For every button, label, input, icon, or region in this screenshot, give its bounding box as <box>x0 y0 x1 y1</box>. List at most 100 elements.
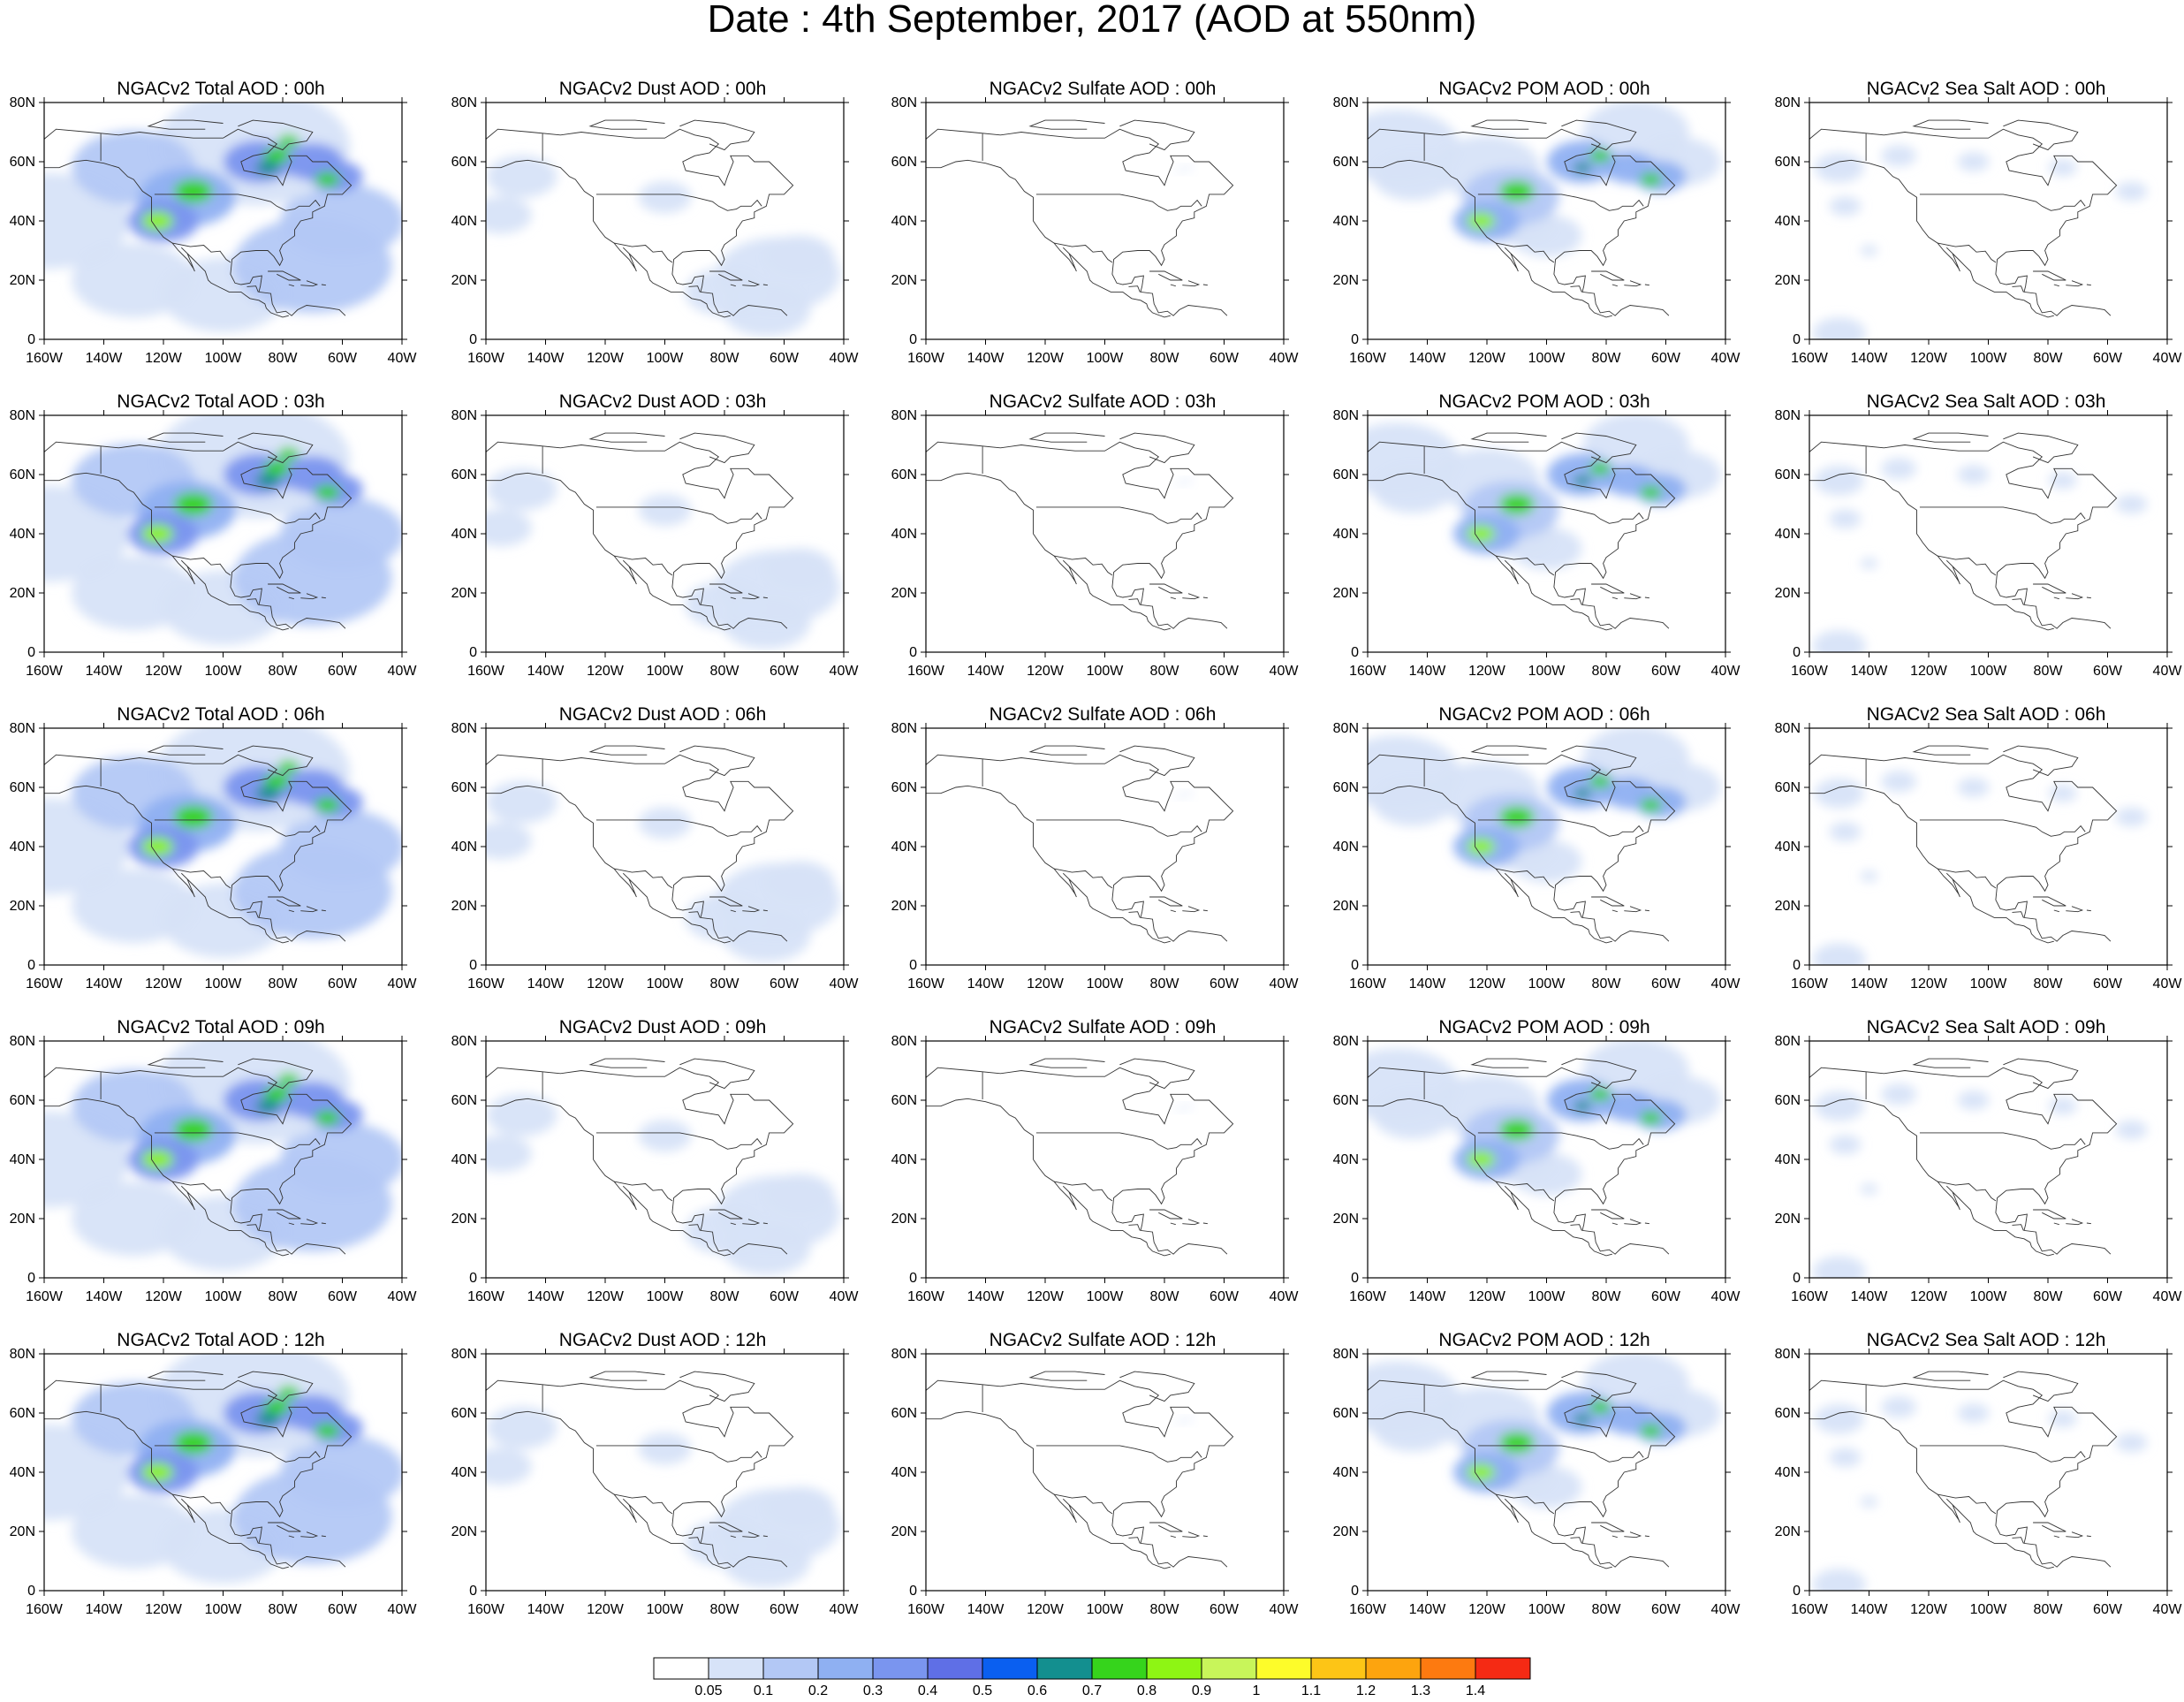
lat-tick-label: 60N <box>451 467 477 482</box>
aod-blob <box>2048 1410 2077 1428</box>
lon-tick-label: 40W <box>1711 1602 1741 1617</box>
lat-tick-label: 60N <box>10 1093 35 1108</box>
colorbar-swatch <box>817 1657 874 1680</box>
lon-tick-label: 100W <box>1970 1602 2008 1617</box>
coastline <box>486 745 794 944</box>
aod-blob <box>1175 1419 1183 1425</box>
panel-title: NGACv2 Sulfate AOD : 03h <box>989 391 1217 412</box>
lat-tick-label: 0 <box>1351 332 1359 347</box>
map-plot: 0 20N 40N 60N 80N 160W 140W 120W 100W 80W 60W 40W <box>10 408 418 679</box>
map-panel-pom-00h: NGACv2 POM AOD : 00h 0 20N 40N 60N 80N 160W 140… <box>1323 76 1765 389</box>
coastline <box>486 1371 794 1569</box>
aod-blob <box>315 797 340 813</box>
aod-blob <box>255 473 281 489</box>
lat-tick-label: 60N <box>891 1093 917 1108</box>
lon-tick-label: 160W <box>1791 664 1829 679</box>
lat-tick-label: 60N <box>451 155 477 170</box>
aod-blob <box>1881 1396 1917 1418</box>
lon-tick-label: 140W <box>527 976 565 992</box>
map-panel-sulfate-06h: NGACv2 Sulfate AOD : 06h 0 20N 40N 60N 80N 160… <box>882 702 1323 1014</box>
lon-tick-label: 100W <box>1087 1602 1125 1617</box>
coastline <box>1368 1058 1676 1257</box>
aod-blob <box>277 134 300 148</box>
lon-tick-label: 40W <box>388 351 418 366</box>
lon-tick-label: 40W <box>1270 1602 1300 1617</box>
panel-title: NGACv2 POM AOD : 00h <box>1438 79 1650 99</box>
aod-field <box>1368 728 1725 965</box>
lon-tick-label: 100W <box>647 1602 685 1617</box>
panel-title: NGACv2 Dust AOD : 00h <box>558 79 767 99</box>
lon-tick-label: 40W <box>1270 664 1300 679</box>
aod-blob <box>1881 771 1917 793</box>
lat-tick-label: 60N <box>1775 780 1801 795</box>
map-plot: 0 20N 40N 60N 80N 160W 140W 120W 100W 80W 60W 40W <box>451 721 860 992</box>
aod-blob <box>722 1221 811 1275</box>
lon-tick-label: 120W <box>587 664 625 679</box>
aod-blob <box>763 235 835 278</box>
lon-tick-label: 140W <box>1409 351 1447 366</box>
aod-blob <box>1589 462 1611 475</box>
lon-tick-label: 40W <box>2153 1602 2183 1617</box>
lat-tick-label: 40N <box>891 1465 917 1480</box>
lat-tick-label: 60N <box>1333 155 1359 170</box>
panel-title: NGACv2 POM AOD : 12h <box>1438 1330 1650 1350</box>
aod-blob <box>1881 145 1917 167</box>
lon-tick-label: 40W <box>1711 976 1741 992</box>
panel-title: NGACv2 Total AOD : 06h <box>117 704 325 725</box>
map-panel-pom-12h: NGACv2 POM AOD : 12h 0 20N 40N 60N 80N 160W 140… <box>1323 1327 1765 1640</box>
colorbar-label: 0.05 <box>694 1683 722 1698</box>
lat-tick-label: 0 <box>27 1271 35 1286</box>
colorbar-swatch <box>927 1657 983 1680</box>
lon-tick-label: 60W <box>770 976 800 992</box>
lon-tick-label: 120W <box>1027 976 1065 992</box>
lat-tick-label: 80N <box>891 95 917 110</box>
aod-blob <box>1498 806 1535 828</box>
lon-tick-label: 80W <box>710 351 740 366</box>
lat-tick-label: 80N <box>451 1347 477 1362</box>
lat-tick-label: 60N <box>451 780 477 795</box>
lon-tick-label: 140W <box>1409 976 1447 992</box>
aod-blob <box>1957 152 1990 171</box>
lat-tick-label: 40N <box>891 840 917 855</box>
lat-tick-label: 60N <box>1333 1093 1359 1108</box>
lat-tick-label: 40N <box>1775 1465 1801 1480</box>
lat-tick-label: 60N <box>891 155 917 170</box>
aod-blob <box>1860 1496 1878 1508</box>
aod-blob <box>315 1423 340 1439</box>
aod-blob <box>1574 1413 1591 1425</box>
aod-blob <box>255 786 281 802</box>
lon-tick-label: 40W <box>388 664 418 679</box>
aod-field <box>44 1041 402 1278</box>
aod-blob <box>173 1118 213 1142</box>
lat-tick-label: 80N <box>1775 1034 1801 1049</box>
lon-tick-label: 140W <box>86 351 124 366</box>
aod-blob <box>141 1463 174 1482</box>
lon-tick-label: 160W <box>1349 351 1387 366</box>
lon-tick-label: 80W <box>1150 1602 1180 1617</box>
lon-tick-label: 40W <box>1270 1289 1300 1304</box>
aod-blob <box>280 1122 402 1197</box>
lon-tick-label: 120W <box>145 351 183 366</box>
panel-title: NGACv2 Dust AOD : 09h <box>558 1017 767 1037</box>
lon-tick-label: 80W <box>710 664 740 679</box>
map-panel-dust-03h: NGACv2 Dust AOD : 03h 0 20N 40N 60N 80N 160W 14… <box>442 389 883 702</box>
aod-blob <box>141 837 174 856</box>
aod-field <box>1809 1041 2167 1278</box>
lon-tick-label: 140W <box>1409 664 1447 679</box>
aod-blob <box>1467 838 1496 855</box>
lat-tick-label: 0 <box>909 1584 917 1599</box>
colorbar-swatch <box>708 1657 764 1680</box>
aod-blob <box>1467 212 1496 230</box>
aod-blob <box>1186 1417 1191 1421</box>
lat-tick-label: 20N <box>1333 273 1359 288</box>
coastline <box>1809 119 2118 318</box>
lon-tick-label: 120W <box>1027 1289 1065 1304</box>
aod-blob <box>1175 168 1183 173</box>
colorbar-label: 0.7 <box>1082 1683 1102 1698</box>
lon-tick-label: 160W <box>1349 976 1387 992</box>
lon-tick-label: 120W <box>587 1289 625 1304</box>
colorbar-svg: 0.05 0.1 0.2 0.3 0.4 0.5 0.6 0.7 0.8 0.9 1 1.1 1.2 1.… <box>653 1657 1531 1698</box>
aod-blob <box>763 548 835 591</box>
lon-tick-label: 140W <box>86 1289 124 1304</box>
lon-tick-label: 100W <box>205 976 243 992</box>
